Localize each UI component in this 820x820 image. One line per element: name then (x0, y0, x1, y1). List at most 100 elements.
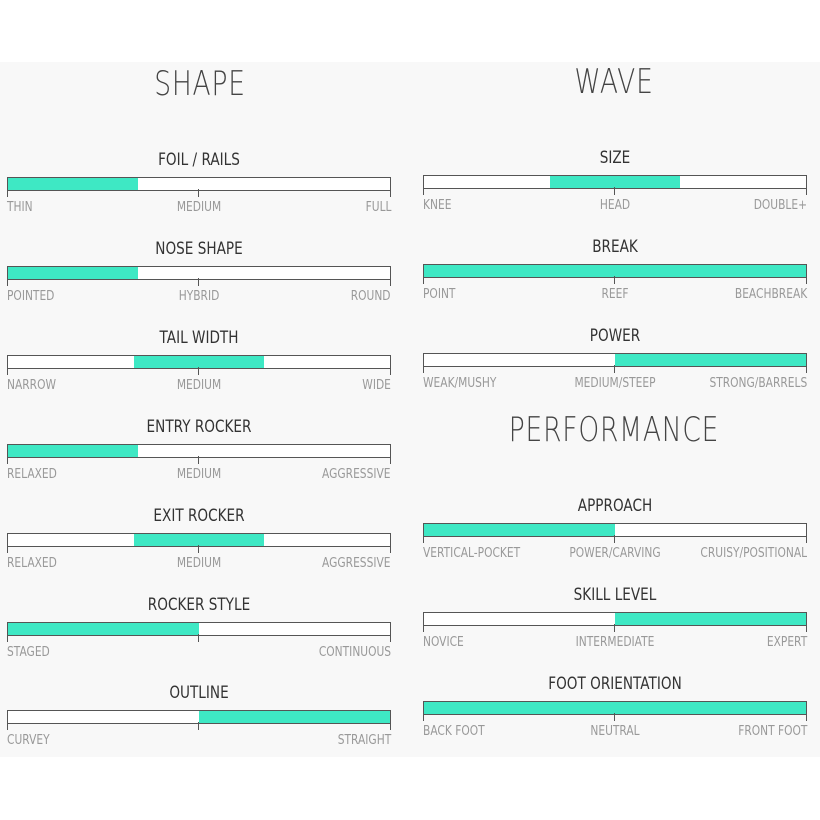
tick-right (806, 624, 807, 632)
scale-bar (7, 355, 391, 369)
rating-scale: POWER WEAK/MUSHY MEDIUM/STEEP STRONG/BARRE… (423, 326, 807, 406)
section-title: WAVE (574, 62, 654, 102)
tick-left (7, 722, 8, 730)
scale-label: CRUISY/POSITIONAL (700, 546, 807, 561)
rating-scale: SKILL LEVEL NOVICE INTERMEDIATE EXPERT (423, 585, 807, 665)
scale-label: KNEE (423, 198, 452, 213)
scale-bar (423, 701, 807, 715)
scale-fill (199, 711, 390, 723)
scale-title: BREAK (592, 237, 638, 257)
scale-fill (8, 267, 138, 279)
scale-label: BACK FOOT (423, 724, 485, 739)
scale-label: MEDIUM (176, 467, 222, 482)
scale-fill (8, 623, 199, 635)
tick-middle (198, 278, 199, 286)
tick-left (7, 367, 8, 375)
scale-label: POINT (423, 287, 456, 302)
scale-label: THIN (7, 200, 33, 215)
scale-fill (8, 445, 138, 457)
scale-bar (423, 523, 807, 537)
tick-right (390, 722, 391, 730)
scale-title: SIZE (599, 148, 631, 168)
scale-bar (423, 353, 807, 367)
scale-bar (7, 444, 391, 458)
rating-scale: FOOT ORIENTATION BACK FOOT NEUTRAL FRONT F… (423, 674, 807, 754)
scale-bar (7, 622, 391, 636)
scale-title: POWER (589, 326, 641, 346)
scale-label: MEDIUM/STEEP (574, 376, 656, 391)
scale-title: TAIL WIDTH (159, 328, 239, 348)
scale-title: NOSE SHAPE (155, 239, 243, 259)
scale-title: ROCKER STYLE (147, 595, 251, 615)
rating-scale: ENTRY ROCKER RELAXED MEDIUM AGGRESSIVE (7, 417, 391, 497)
scale-bar (423, 175, 807, 189)
tick-left (7, 634, 8, 642)
section-title: SHAPE (154, 64, 246, 104)
rating-scale: OUTLINE CURVEY STRAIGHT (7, 683, 391, 763)
scale-fill (424, 702, 806, 714)
scale-label: STRAIGHT (337, 733, 391, 748)
scale-label: MEDIUM (176, 200, 222, 215)
tick-middle (198, 189, 199, 197)
rating-scale: NOSE SHAPE POINTED HYBRID ROUND (7, 239, 391, 319)
tick-middle (198, 456, 199, 464)
scale-label: RELAXED (7, 467, 57, 482)
scale-bar (7, 533, 391, 547)
tick-right (390, 456, 391, 464)
scale-bar (423, 264, 807, 278)
scale-bar (7, 266, 391, 280)
tick-right (390, 634, 391, 642)
scale-fill (8, 178, 138, 190)
tick-right (390, 189, 391, 197)
tick-left (7, 545, 8, 553)
scale-label: EXPERT (766, 635, 807, 650)
scale-title: FOIL / RAILS (158, 150, 240, 170)
tick-middle (198, 545, 199, 553)
scale-fill (615, 613, 806, 625)
rating-scale: TAIL WIDTH NARROW MEDIUM WIDE (7, 328, 391, 408)
tick-middle (614, 365, 615, 373)
tick-left (7, 278, 8, 286)
tick-middle (614, 535, 615, 543)
scale-fill (424, 265, 806, 277)
scale-label: CURVEY (7, 733, 50, 748)
scale-label: POWER/CARVING (569, 546, 661, 561)
tick-left (423, 535, 424, 543)
scale-label: HEAD (599, 198, 631, 213)
tick-left (423, 276, 424, 284)
tick-right (806, 365, 807, 373)
scale-fill (134, 534, 264, 546)
scale-fill (424, 524, 615, 536)
scale-fill (615, 354, 806, 366)
scale-bar (7, 177, 391, 191)
tick-right (806, 535, 807, 543)
scale-title: FOOT ORIENTATION (548, 674, 682, 694)
scale-label: WEAK/MUSHY (423, 376, 497, 391)
scale-label: HYBRID (178, 289, 220, 304)
scale-label: DOUBLE+ (753, 198, 807, 213)
scale-label: FULL (365, 200, 391, 215)
tick-right (390, 278, 391, 286)
rating-scale: BREAK POINT REEF BEACHBREAK (423, 237, 807, 317)
tick-right (806, 187, 807, 195)
rating-scale: EXIT ROCKER RELAXED MEDIUM AGGRESSIVE (7, 506, 391, 586)
tick-left (423, 365, 424, 373)
tick-middle (614, 276, 615, 284)
scale-label: STAGED (7, 645, 50, 660)
scale-fill (550, 176, 680, 188)
tick-left (423, 187, 424, 195)
rating-scale: ROCKER STYLE STAGED CONTINUOUS (7, 595, 391, 675)
scale-title: SKILL LEVEL (573, 585, 657, 605)
scale-label: NEUTRAL (590, 724, 640, 739)
scale-bar (7, 710, 391, 724)
scale-label: CONTINUOUS (318, 645, 391, 660)
scale-label: NOVICE (423, 635, 464, 650)
scale-title: APPROACH (577, 496, 653, 516)
section-title: PERFORMANCE (508, 410, 720, 450)
tick-middle (614, 624, 615, 632)
tick-right (390, 545, 391, 553)
tick-middle (614, 187, 615, 195)
scale-fill (134, 356, 264, 368)
scale-label: POINTED (7, 289, 55, 304)
scale-label: REEF (601, 287, 629, 302)
